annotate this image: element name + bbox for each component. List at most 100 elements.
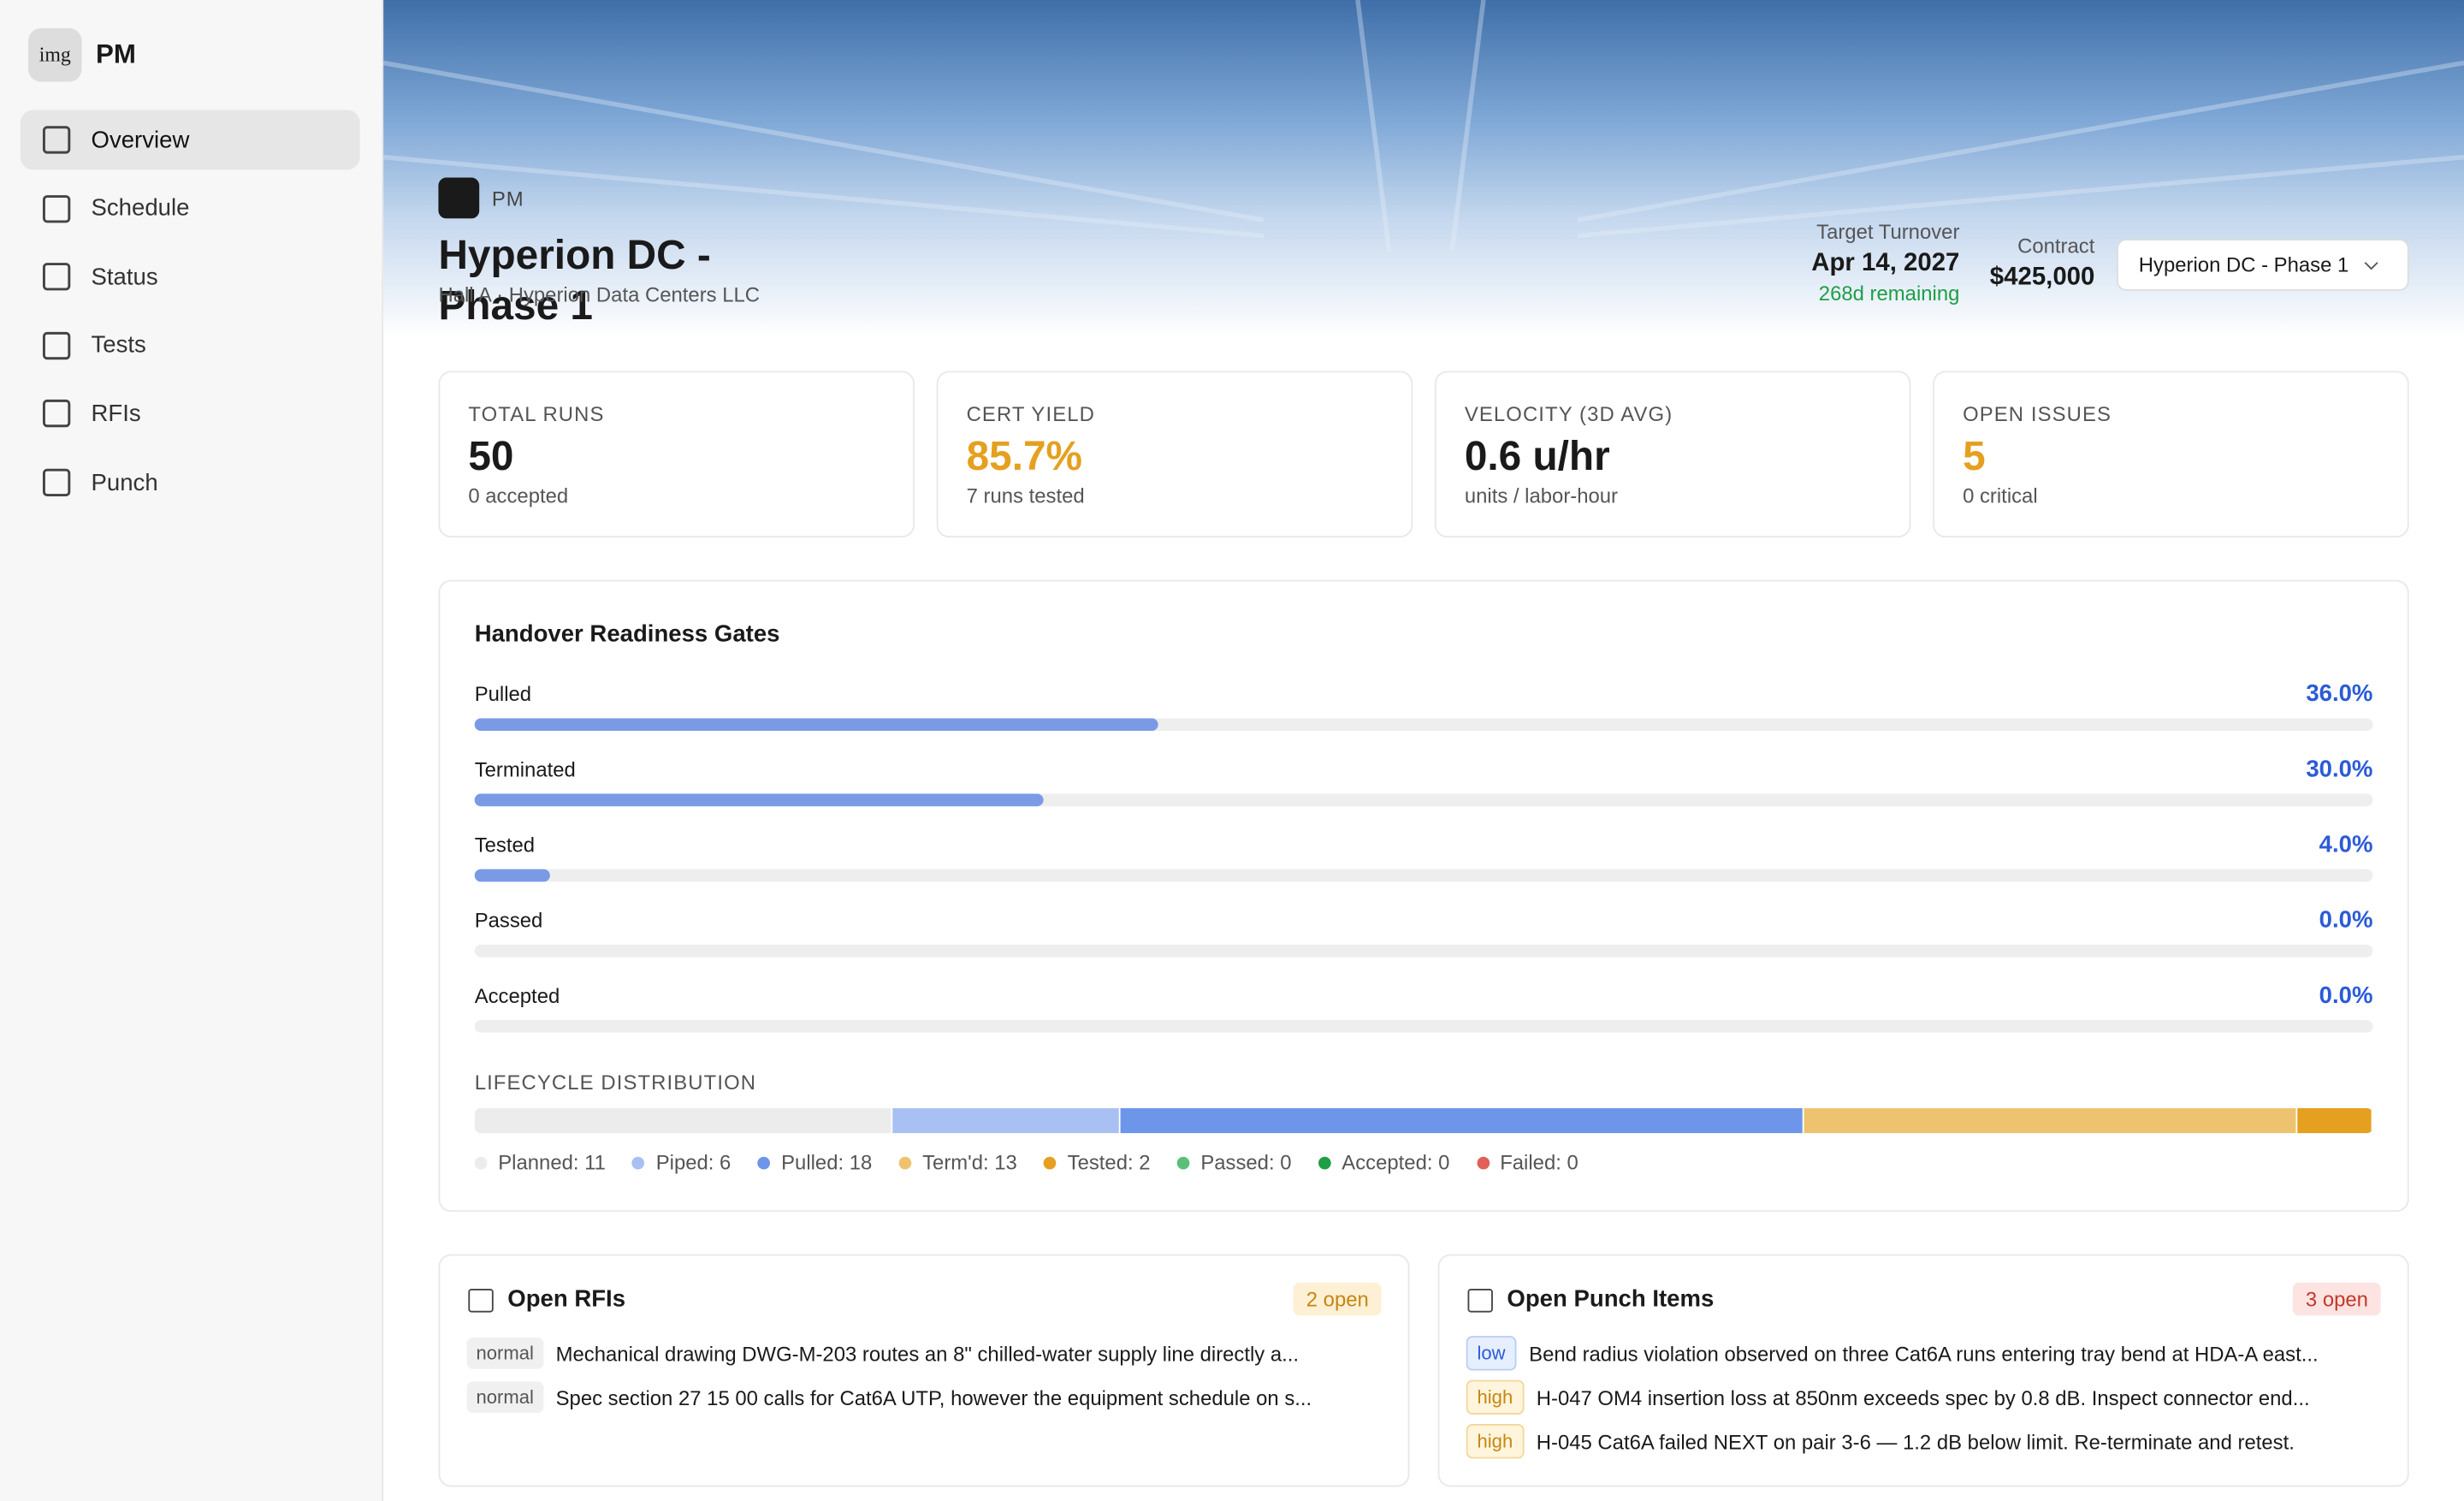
contract-value: $425,000: [1989, 264, 2095, 291]
legend-dot: [474, 1155, 488, 1169]
legend-item: Piped: 6: [632, 1150, 731, 1174]
gate-label: Terminated: [474, 757, 576, 781]
gate-bar: [474, 718, 1158, 732]
kpi-value: 5: [1963, 432, 1986, 480]
logo: img: [28, 28, 82, 82]
gate-percent: 0.0%: [2319, 906, 2373, 934]
count-badge: 2 open: [1294, 1282, 1382, 1316]
priority-tag: normal: [466, 1381, 543, 1414]
project-select[interactable]: Hyperion DC - Phase 1: [2117, 239, 2409, 291]
project-subtitle: Hall A · Hyperion Data Centers LLC: [438, 282, 761, 307]
list-item: low Bend radius violation observed on thr…: [1466, 1332, 2375, 1375]
legend-label: Accepted: 0: [1342, 1150, 1450, 1174]
nav-icon: [42, 126, 71, 154]
gate-track: [474, 944, 2373, 958]
kpi-label: TOTAL RUNS: [468, 402, 605, 426]
card-icon: [468, 1289, 494, 1313]
gate-percent: 0.0%: [2319, 982, 2373, 1010]
badge-icon: [438, 177, 480, 219]
nav-icon: [42, 400, 71, 428]
item-text: H-047 OM4 insertion loss at 850nm exceed…: [1536, 1385, 2310, 1409]
kpi-label: CERT YIELD: [966, 402, 1095, 426]
nav-item[interactable]: RFIs: [21, 384, 360, 444]
legend-label: Passed: 0: [1200, 1150, 1292, 1174]
remaining: 268d remaining: [1818, 281, 1960, 306]
nav-item[interactable]: Punch: [21, 453, 360, 513]
kpi-card: CERT YIELD 85.7% 7 runs tested: [936, 371, 1413, 538]
lifecycle-title: LIFECYCLE DISTRIBUTION: [474, 1070, 757, 1095]
gate-track: [474, 869, 2373, 882]
lifecycle-legend: Planned: 11 Piped: 6 Pulled: 18 Term'd: 13 T…: [474, 1150, 1605, 1174]
kpi-sub: 0 critical: [1963, 484, 2038, 508]
main: PM Hyperion DC - Phase 1 Hall A · Hyperi…: [383, 0, 2464, 1501]
legend-dot: [1318, 1155, 1331, 1169]
legend-label: Planned: 11: [498, 1150, 606, 1174]
turnover-label: Target Turnover: [1816, 220, 1960, 244]
badge-label: PM: [491, 187, 524, 211]
kpi-card: VELOCITY (3D AVG) 0.6 u/hr units / labor-h…: [1434, 371, 1911, 538]
nav-icon: [42, 468, 71, 497]
legend-item: Planned: 11: [474, 1150, 606, 1174]
list-item: normal Spec section 27 15 00 calls for Ca…: [466, 1375, 1376, 1419]
legend-dot: [632, 1155, 645, 1169]
kpi-label: VELOCITY (3D AVG): [1464, 402, 1673, 426]
legend-dot: [1176, 1155, 1190, 1169]
hero-lines: [383, 0, 2464, 252]
item-list: low Bend radius violation observed on thr…: [1466, 1332, 2375, 1463]
item-list: normal Mechanical drawing DWG-M-203 route…: [466, 1332, 1376, 1420]
kpi-value: 50: [468, 432, 514, 480]
kpi-sub: units / labor-hour: [1464, 484, 1619, 508]
gate-label: Pulled: [474, 682, 532, 706]
lifecycle-segment: [1120, 1107, 1804, 1134]
lifecycle-segment: [891, 1107, 1121, 1134]
gate-bar: [474, 869, 551, 882]
turnover-date: Apr 14, 2027: [1811, 250, 1960, 277]
kpi-value: 85.7%: [966, 432, 1083, 480]
legend-dot: [757, 1155, 771, 1169]
nav-label: Punch: [91, 469, 158, 496]
nav-label: Status: [91, 263, 158, 291]
lifecycle-segment: [1803, 1107, 2297, 1134]
item-text: H-045 Cat6A failed NEXT on pair 3-6 — 1.…: [1536, 1429, 2295, 1453]
gate-bar: [474, 793, 1045, 807]
nav-icon: [42, 331, 71, 359]
nav-label: Overview: [91, 126, 190, 154]
nav-label: Tests: [91, 332, 146, 359]
gate-percent: 30.0%: [2306, 756, 2373, 783]
contract-label: Contract: [2017, 234, 2095, 258]
nav-label: RFIs: [91, 400, 141, 428]
legend-item: Accepted: 0: [1318, 1150, 1450, 1174]
project-title: Hyperion DC - Phase 1: [438, 230, 711, 329]
legend-item: Tested: 2: [1044, 1150, 1151, 1174]
nav-item[interactable]: Status: [21, 247, 360, 307]
list-item: normal Mechanical drawing DWG-M-203 route…: [466, 1332, 1376, 1375]
nav-item[interactable]: Overview: [20, 110, 360, 170]
legend-item: Term'd: 13: [898, 1150, 1017, 1174]
contract: Contract $425,000: [1990, 234, 2095, 293]
legend-item: Passed: 0: [1176, 1150, 1292, 1174]
kpi-value: 0.6 u/hr: [1464, 432, 1610, 480]
project-select-label: Hyperion DC - Phase 1: [2138, 252, 2349, 277]
list-item: high H-047 OM4 insertion loss at 850nm ex…: [1466, 1375, 2375, 1419]
gate-label: Accepted: [474, 983, 560, 1008]
legend-dot: [1476, 1155, 1490, 1169]
turnover: Target Turnover Apr 14, 2027 268d remain…: [1811, 220, 1959, 305]
kpi-label: OPEN ISSUES: [1963, 402, 2112, 426]
nav-item[interactable]: Tests: [21, 316, 360, 376]
nav-label: Schedule: [91, 194, 190, 222]
priority-tag: low: [1466, 1336, 1517, 1371]
lifecycle-bar: [474, 1107, 2373, 1134]
legend-item: Failed: 0: [1476, 1150, 1578, 1174]
priority-tag: high: [1466, 1379, 1525, 1415]
nav-item[interactable]: Schedule: [21, 179, 360, 239]
legend-label: Tested: 2: [1067, 1150, 1151, 1174]
kpi-sub: 0 accepted: [468, 484, 569, 508]
kpi-card: TOTAL RUNS 50 0 accepted: [438, 371, 915, 538]
legend-item: Pulled: 18: [757, 1150, 872, 1174]
gate-label: Passed: [474, 908, 543, 933]
lifecycle-segment: [2296, 1107, 2373, 1134]
item-text: Mechanical drawing DWG-M-203 routes an 8…: [555, 1341, 1300, 1366]
gate-percent: 4.0%: [2319, 831, 2373, 858]
kpi-card: OPEN ISSUES 5 0 critical: [1933, 371, 2409, 538]
